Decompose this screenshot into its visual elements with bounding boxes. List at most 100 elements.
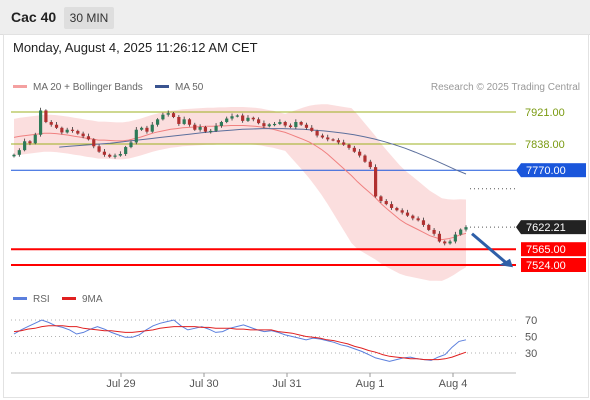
candle-body: [225, 118, 229, 123]
level-label-pointer: [516, 163, 521, 178]
candle-body: [320, 135, 325, 138]
candle-body: [464, 227, 468, 230]
candle-body: [299, 122, 303, 125]
candle-body: [65, 129, 69, 133]
candle-body: [241, 115, 245, 121]
candle-body: [379, 196, 383, 202]
candle-body: [342, 142, 346, 145]
candle-body: [113, 155, 117, 157]
level-label-box: [521, 220, 586, 235]
ma50-line: [59, 128, 467, 175]
candle-body: [171, 113, 176, 118]
target-arrow-line: [471, 232, 507, 264]
candle-body: [235, 115, 239, 117]
timestamp: Monday, August 4, 2025 11:26:12 AM CET: [13, 40, 258, 55]
candle-body: [187, 119, 192, 125]
candle-body: [49, 122, 53, 125]
candle-body: [294, 122, 298, 128]
candles: [12, 107, 468, 246]
x-tick-label: Jul 31: [272, 378, 301, 390]
support-label: 7524.00: [526, 260, 566, 272]
candle-body: [166, 113, 170, 115]
candle-body: [155, 119, 160, 125]
candle-body: [28, 141, 32, 144]
candle-body: [427, 224, 431, 230]
timeframe-button[interactable]: 30 MIN: [64, 7, 114, 29]
candle-body: [86, 136, 91, 140]
rsi-panel: 70 50 30: [11, 315, 537, 362]
candle-body: [81, 133, 85, 137]
target-arrow: [471, 232, 513, 268]
rsi-legend-label: RSI: [33, 294, 50, 305]
bollinger-band: [14, 104, 466, 281]
candle-body: [203, 127, 208, 132]
candle-body: [400, 210, 404, 213]
candle-body: [177, 117, 181, 124]
candle-body: [315, 130, 319, 136]
candle-body: [198, 127, 202, 130]
x-axis: Jul 29 Jul 30 Jul 31 Aug 1 Aug 4: [106, 373, 467, 390]
rsi-legend-swatch: [13, 297, 27, 300]
candle-body: [108, 154, 112, 157]
level-label-box: [521, 258, 586, 272]
candle-body: [60, 127, 64, 133]
candle-body: [12, 154, 16, 157]
candle-body: [395, 207, 399, 211]
candle-body: [161, 114, 165, 120]
candle-body: [374, 167, 378, 197]
ma20-legend-label: MA 20 + Bollinger Bands: [33, 82, 143, 93]
candle-body: [326, 137, 330, 140]
candle-body: [246, 117, 250, 121]
chart-header: Cac 40 30 MIN: [0, 0, 590, 35]
candle-body: [214, 125, 218, 131]
ma20-legend-swatch: [13, 85, 27, 88]
candle-body: [368, 161, 372, 168]
x-tick-label: Aug 4: [439, 378, 468, 390]
candle-body: [310, 127, 314, 131]
candle-body: [97, 146, 101, 152]
resistance-label: 7838.00: [525, 139, 565, 151]
last-label: 7622.21: [526, 222, 566, 234]
target-arrow-head: [499, 258, 513, 268]
candle-body: [230, 116, 234, 119]
candle-body: [459, 229, 463, 235]
ma50-legend-label: MA 50: [175, 82, 204, 93]
rsi-tick-label: 50: [525, 332, 537, 344]
candle-body: [209, 130, 213, 133]
rsi-tick-label: 70: [525, 315, 537, 327]
candle-body: [17, 150, 21, 155]
candle-body: [44, 110, 48, 123]
candle-body: [38, 110, 43, 135]
ma9-legend-label: 9MA: [82, 294, 103, 305]
candle-body: [76, 130, 80, 134]
candle-body: [150, 124, 154, 132]
candle-body: [272, 123, 277, 126]
candle-body: [70, 129, 75, 131]
candle-body: [182, 119, 186, 124]
support-label: 7565.00: [526, 244, 566, 256]
candle-body: [92, 139, 96, 147]
candle-body: [219, 122, 223, 126]
pivot-label: 7770.00: [526, 165, 566, 177]
level-label-box: [521, 242, 586, 257]
candle-body: [124, 147, 128, 155]
candle-body: [331, 139, 335, 141]
candle-body: [134, 129, 138, 143]
candle-body: [118, 154, 122, 156]
candle-body: [33, 134, 37, 144]
candle-body: [432, 229, 436, 234]
candle-body: [453, 234, 457, 242]
candle-body: [140, 127, 144, 130]
candle-body: [54, 124, 59, 128]
candle-body: [347, 144, 351, 148]
candle-body: [363, 155, 367, 162]
candle-body: [411, 215, 415, 219]
candle-body: [358, 151, 362, 156]
x-tick-label: Jul 29: [106, 378, 135, 390]
instrument-title: Cac 40: [11, 9, 57, 25]
candle-body: [416, 218, 420, 221]
candle-body: [283, 122, 287, 126]
candle-body: [304, 124, 309, 128]
